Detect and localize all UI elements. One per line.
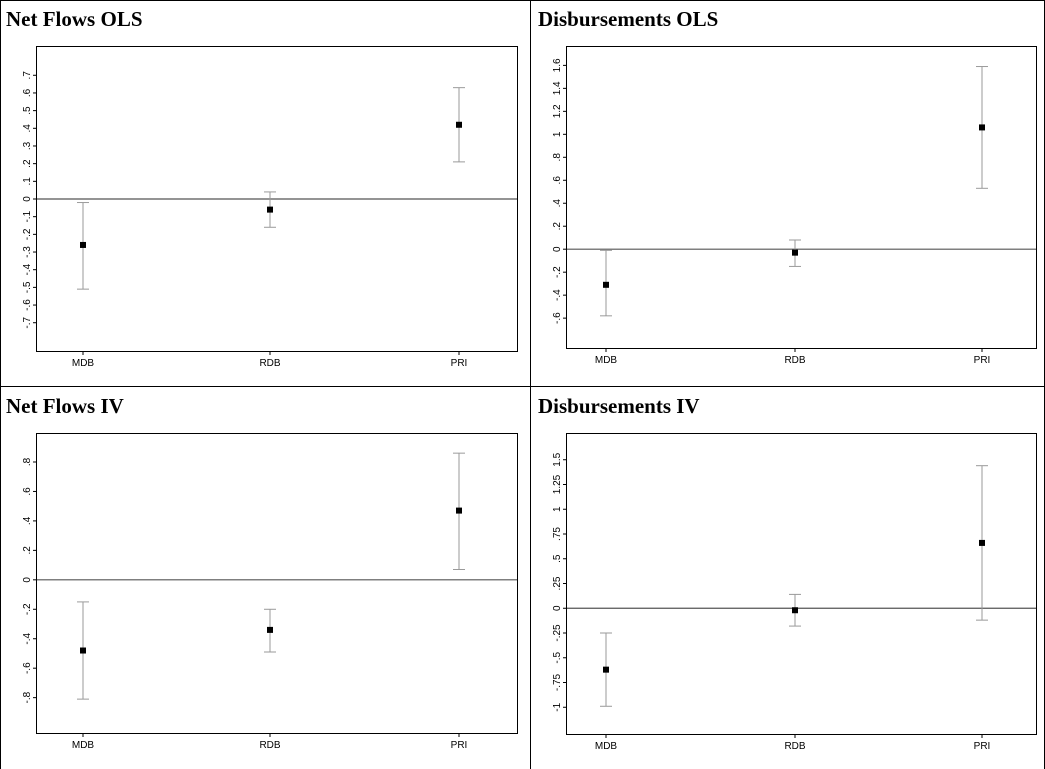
estimate-point-rdb (792, 249, 798, 256)
y-tick-label: .2 (22, 546, 33, 555)
x-tick-label: RDB (784, 355, 805, 366)
y-tick-label: .3 (22, 141, 33, 150)
y-tick-label: .2 (22, 159, 33, 168)
panel-title: Net Flows OLS (6, 7, 143, 31)
estimate-point-mdb (80, 241, 86, 248)
y-tick-label: 1 (552, 506, 563, 512)
y-tick-label: -.3 (22, 246, 33, 258)
y-tick-label: -.2 (22, 228, 33, 240)
y-tick-label: -.1 (22, 210, 33, 222)
y-tick-label: -.75 (552, 673, 563, 691)
y-tick-label: -.4 (22, 632, 33, 644)
y-tick-label: 1.2 (552, 104, 563, 118)
x-tick-label: MDB (72, 358, 95, 369)
y-tick-label: 0 (22, 577, 33, 583)
y-tick-label: .1 (22, 177, 33, 186)
x-tick-label: PRI (974, 741, 991, 752)
panel-disbursements-ols: Disbursements OLS -.6 -.4 -.2 0 .2 .4 .6 .8 1 1.2… (538, 7, 1037, 366)
plot-frame (566, 46, 1037, 349)
y-tick-label: -.6 (552, 312, 563, 324)
y-tick-label: .4 (22, 516, 33, 525)
y-tick-label: 1.6 (552, 58, 563, 72)
y-tick-label: -.6 (22, 662, 33, 674)
x-tick-label: MDB (595, 741, 618, 752)
x-tick-label: MDB (72, 740, 95, 751)
y-tick-label: -.4 (552, 289, 563, 301)
panel-title: Net Flows IV (6, 394, 124, 418)
estimate-point-pri (979, 124, 985, 131)
estimate-point-pri (456, 507, 462, 514)
panel-disbursements-iv: Disbursements IV -1 -.75 -.5 -.25 0 .25 .5 .75 1… (538, 394, 1037, 752)
y-tick-label: .7 (22, 71, 33, 80)
y-tick-label: -.6 (22, 299, 33, 311)
y-tick-label: .6 (552, 176, 563, 185)
panel-net-flows-ols: Net Flows OLS -.7 -.6 -.5 -.4 -.3 -.2 -.1 0 .1 .2… (6, 7, 518, 369)
y-tick-label: -.8 (22, 691, 33, 703)
x-tick-label: RDB (259, 358, 280, 369)
y-tick-label: 1.5 (552, 452, 563, 466)
y-tick-label: 0 (552, 246, 563, 252)
panel-net-flows-iv: Net Flows IV -.8 -.6 -.4 -.2 0 .2 .4 .6 .8 MDB RDB… (6, 394, 518, 751)
y-tick-label: -.2 (22, 603, 33, 615)
y-tick-label: .8 (552, 153, 563, 162)
y-tick-label: 1.25 (552, 474, 563, 494)
y-tick-label: .4 (22, 124, 33, 133)
x-tick-label: RDB (784, 741, 805, 752)
panel-title: Disbursements IV (538, 394, 700, 418)
y-tick-label: .25 (552, 576, 563, 590)
estimate-point-mdb (603, 666, 609, 673)
y-tick-label: -1 (552, 702, 563, 711)
y-tick-label: -.7 (22, 316, 33, 328)
x-tick-label: PRI (451, 740, 468, 751)
y-tick-label: .75 (552, 527, 563, 541)
y-tick-label: 1 (552, 131, 563, 137)
y-tick-label: .4 (552, 199, 563, 208)
estimate-point-rdb (792, 607, 798, 614)
y-tick-label: .6 (22, 487, 33, 496)
y-tick-label: -.5 (22, 281, 33, 293)
y-tick-label: -.4 (22, 263, 33, 275)
x-tick-label: RDB (259, 740, 280, 751)
estimate-point-rdb (267, 206, 273, 213)
y-tick-label: .5 (552, 554, 563, 563)
estimate-point-pri (456, 121, 462, 128)
y-tick-label: -.5 (552, 651, 563, 663)
x-tick-label: PRI (451, 358, 468, 369)
plot-area: -1 -.75 -.5 -.25 0 .25 .5 .75 1 1.25 1.5 MDB RDB PRI (552, 452, 1036, 752)
y-tick-label: 1.4 (552, 81, 563, 95)
estimate-point-rdb (267, 626, 273, 633)
x-tick-label: MDB (595, 355, 618, 366)
plot-area: -.6 -.4 -.2 0 .2 .4 .6 .8 1 1.2 1.4 1.6 MDB RDB PRI (552, 58, 1036, 366)
y-tick-label: .5 (22, 106, 33, 115)
plot-area: -.8 -.6 -.4 -.2 0 .2 .4 .6 .8 MDB RDB PRI (22, 452, 517, 751)
estimate-point-pri (979, 539, 985, 546)
y-tick-label: 0 (552, 605, 563, 611)
x-tick-label: PRI (974, 355, 991, 366)
estimate-point-mdb (80, 647, 86, 654)
panel-title: Disbursements OLS (538, 7, 718, 31)
y-tick-label: .2 (552, 222, 563, 231)
estimate-point-mdb (603, 281, 609, 288)
y-tick-label: -.2 (552, 266, 563, 278)
plot-frame (36, 433, 518, 734)
y-tick-label: .8 (22, 457, 33, 466)
y-tick-label: 0 (22, 196, 33, 202)
y-tick-label: .6 (22, 88, 33, 97)
y-tick-label: -.25 (552, 624, 563, 642)
plot-area: -.7 -.6 -.5 -.4 -.3 -.2 -.1 0 .1 .2 .3 .4 .5 .6 .7 MDB R… (22, 71, 517, 369)
